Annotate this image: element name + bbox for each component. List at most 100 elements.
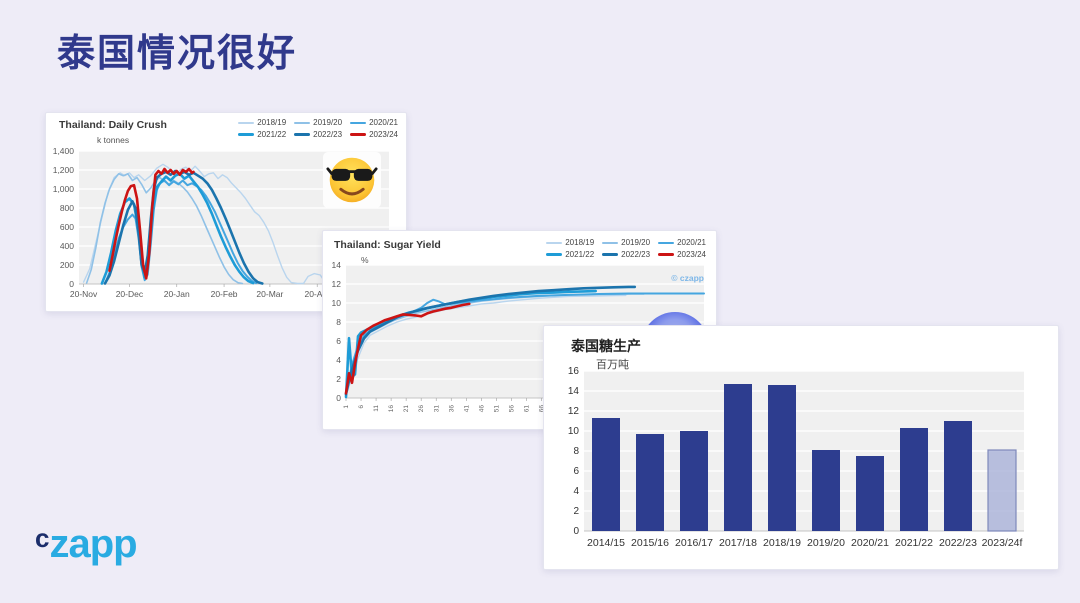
- svg-text:1,400: 1,400: [53, 146, 75, 156]
- svg-text:51: 51: [493, 405, 500, 413]
- svg-text:41: 41: [463, 405, 470, 413]
- legend-label: 2018/19: [565, 238, 595, 247]
- svg-text:12: 12: [568, 406, 580, 417]
- svg-text:1: 1: [343, 405, 350, 409]
- legend-swatch-2021/22: [238, 133, 255, 136]
- legend-item: 2022/23: [294, 130, 342, 139]
- svg-text:2014/15: 2014/15: [587, 537, 625, 549]
- svg-text:14: 14: [568, 386, 580, 397]
- svg-text:2016/17: 2016/17: [675, 537, 713, 549]
- svg-text:2023/24f: 2023/24f: [982, 537, 1023, 549]
- svg-text:10: 10: [332, 298, 342, 308]
- legend-label: 2022/23: [313, 130, 343, 139]
- legend-label: 2021/22: [565, 250, 595, 259]
- legend-swatch-2018/19: [238, 121, 255, 124]
- svg-text:2018/19: 2018/19: [763, 537, 801, 549]
- legend-swatch-2020/21: [658, 241, 675, 244]
- svg-text:66: 66: [539, 405, 546, 413]
- svg-text:16: 16: [568, 366, 580, 377]
- legend-item: 2019/20: [602, 238, 650, 247]
- legend-item: 2018/19: [238, 118, 286, 127]
- svg-text:6: 6: [573, 466, 579, 477]
- legend-item: 2023/24: [658, 250, 706, 259]
- svg-text:0: 0: [573, 526, 579, 537]
- legend-item: 2022/23: [602, 250, 650, 259]
- legend-swatch-2020/21: [350, 121, 367, 124]
- legend-swatch-2019/20: [602, 241, 619, 244]
- sunglasses-emoji: [323, 152, 381, 208]
- y-axis-unit-label: k tonnes: [97, 135, 130, 145]
- svg-text:10: 10: [568, 426, 580, 437]
- svg-text:11: 11: [373, 405, 380, 412]
- svg-text:20-Feb: 20-Feb: [211, 289, 238, 299]
- chart-title: Thailand: Sugar Yield: [334, 239, 441, 251]
- svg-text:6: 6: [336, 336, 341, 346]
- svg-text:36: 36: [448, 405, 455, 413]
- svg-text:2: 2: [336, 374, 341, 384]
- svg-text:2020/21: 2020/21: [851, 537, 889, 549]
- czapp-logo: c zapp: [35, 522, 138, 566]
- slide-title: 泰国情况很好: [57, 33, 298, 75]
- svg-text:2021/22: 2021/22: [895, 537, 933, 549]
- svg-text:61: 61: [524, 405, 531, 413]
- sugar-production-plot: 0 2 4 6 8 10 12 14 16 2014/15 2015/16 2016/17 2017/1…: [568, 366, 1024, 549]
- legend-label: 2022/23: [621, 250, 651, 259]
- czapp-logo-c: c: [35, 523, 50, 553]
- czapp-watermark: © czapp: [671, 273, 704, 283]
- svg-text:26: 26: [418, 405, 425, 413]
- legend-item: 2021/22: [546, 250, 594, 259]
- svg-text:0: 0: [336, 393, 341, 403]
- svg-text:12: 12: [332, 279, 342, 289]
- legend-swatch-2019/20: [294, 121, 311, 124]
- legend-label: 2023/24: [677, 250, 706, 259]
- legend-label: 2020/21: [677, 238, 706, 247]
- svg-text:56: 56: [508, 405, 515, 413]
- sugar-production-chart-card: 泰国糖生产 百万吨 0 2 4 6 8 10 12 14 16 2014/15 2015/16 201…: [543, 325, 1059, 570]
- sunglasses-emoji-graphic: [326, 157, 378, 203]
- svg-text:1,000: 1,000: [53, 184, 75, 194]
- legend-item: 2023/24: [350, 130, 398, 139]
- svg-text:6: 6: [358, 405, 365, 409]
- legend-swatch-2022/23: [602, 253, 619, 256]
- y-axis-unit-label: %: [361, 255, 369, 265]
- svg-text:2017/18: 2017/18: [719, 537, 757, 549]
- czapp-logo-zapp: zapp: [49, 522, 137, 566]
- svg-text:800: 800: [60, 203, 74, 213]
- svg-text:0: 0: [69, 279, 74, 289]
- svg-text:600: 600: [60, 222, 74, 232]
- chart-title: Thailand: Daily Crush: [59, 119, 167, 131]
- svg-text:20-Nov: 20-Nov: [70, 289, 98, 299]
- legend-label: 2018/19: [257, 118, 287, 127]
- svg-text:21: 21: [403, 405, 410, 413]
- legend-swatch-2023/24: [350, 133, 367, 136]
- legend-label: 2021/22: [257, 130, 287, 139]
- legend-swatch-2018/19: [546, 241, 563, 244]
- svg-text:16: 16: [388, 405, 395, 413]
- chart-legend: 2018/19 2019/20 2020/21 2021/22 2022/23 2023/…: [516, 238, 706, 259]
- legend-label: 2020/21: [369, 118, 398, 127]
- svg-text:2: 2: [573, 506, 579, 517]
- svg-text:8: 8: [573, 446, 579, 457]
- legend-swatch-2021/22: [546, 253, 563, 256]
- svg-text:46: 46: [478, 405, 485, 413]
- svg-text:20-Mar: 20-Mar: [256, 289, 283, 299]
- svg-text:1,200: 1,200: [53, 165, 75, 175]
- svg-text:2015/16: 2015/16: [631, 537, 669, 549]
- legend-item: 2020/21: [350, 118, 398, 127]
- svg-text:20-Jan: 20-Jan: [164, 289, 190, 299]
- svg-text:2019/20: 2019/20: [807, 537, 845, 549]
- legend-item: 2018/19: [546, 238, 594, 247]
- svg-text:8: 8: [336, 317, 341, 327]
- legend-item: 2021/22: [238, 130, 286, 139]
- svg-text:2022/23: 2022/23: [939, 537, 977, 549]
- svg-text:20-Dec: 20-Dec: [116, 289, 144, 299]
- legend-item: 2020/21: [658, 238, 706, 247]
- legend-label: 2019/20: [313, 118, 343, 127]
- svg-text:4: 4: [573, 486, 579, 497]
- legend-label: 2023/24: [369, 130, 398, 139]
- legend-label: 2019/20: [621, 238, 651, 247]
- svg-text:31: 31: [433, 405, 440, 413]
- legend-swatch-2022/23: [294, 133, 311, 136]
- svg-text:20-Apr: 20-Apr: [304, 289, 330, 299]
